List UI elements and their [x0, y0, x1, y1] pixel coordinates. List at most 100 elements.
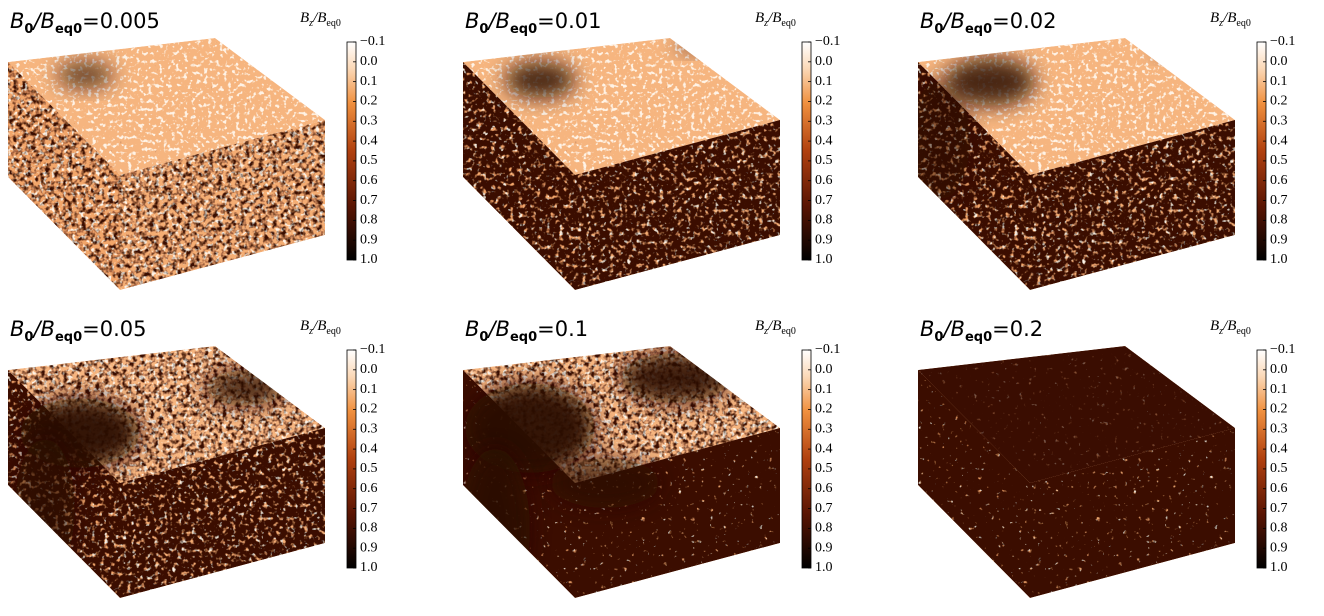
colorbar-label: Bz/Beq0 — [1210, 10, 1251, 29]
title-part: eq0 — [55, 22, 82, 37]
colorbar-tick-label: 0.0 — [360, 362, 378, 377]
title-part: =0.05 — [82, 317, 146, 341]
title-part: /B — [486, 317, 509, 341]
colorbar-tick-label: 1.0 — [1270, 560, 1288, 575]
colorbar-tick-label: 0.6 — [1270, 481, 1288, 496]
colorbar-tick-label: 0.3 — [360, 113, 378, 128]
colorbar-tick-label: 0.7 — [815, 501, 833, 516]
colorbar-label: Bz/Beq0 — [755, 10, 796, 29]
title-part: eq0 — [510, 330, 537, 345]
colorbar-tick-label: 0.4 — [815, 441, 833, 456]
colorbar-tick-label: 0.6 — [360, 481, 378, 496]
colorbar-tick-label: 0.6 — [815, 173, 833, 188]
title-part: eq0 — [510, 22, 537, 37]
panel: B0/Beq0=0.05 Bz/Beq0−0.10.00.10.20.30.40.… — [8, 317, 385, 598]
colorbar-label: Bz/Beq0 — [300, 318, 341, 337]
colorbar — [1256, 349, 1267, 569]
colorbar-tick-label: 1.0 — [360, 252, 378, 267]
right-face-texture — [120, 120, 325, 290]
label-part: B — [755, 318, 764, 334]
dark-region — [15, 438, 75, 578]
colorbar — [346, 41, 357, 261]
label-part: /B — [1222, 318, 1236, 334]
title-part: B — [465, 317, 479, 341]
colorbar-tick-label: 0.9 — [815, 540, 833, 555]
colorbar-tick-label: −0.1 — [815, 342, 840, 357]
dark-region — [1155, 42, 1195, 58]
colorbar-tick-label: 0.3 — [815, 421, 833, 436]
colorbar-label: Bz/Beq0 — [300, 10, 341, 29]
title-part: B — [920, 317, 934, 341]
colorbar — [801, 349, 812, 569]
colorbar-tick-label: 1.0 — [360, 560, 378, 575]
colorbar — [1256, 41, 1267, 261]
colorbar-tick-label: 0.8 — [1270, 213, 1288, 228]
label-part: z — [763, 18, 768, 29]
colorbar-tick-label: 0.0 — [360, 54, 378, 69]
colorbar-tick-label: 0.5 — [1270, 153, 1288, 168]
right-face-texture — [1030, 120, 1235, 290]
panel-title: B0/Beq0=0.1 — [465, 317, 588, 345]
colorbar-tick-label: 0.1 — [360, 382, 378, 397]
left-face-texture — [918, 370, 1030, 598]
left-face-texture — [463, 62, 575, 290]
colorbar-tick-label: 0.0 — [1270, 54, 1288, 69]
colorbar-tick-label: 0.3 — [360, 421, 378, 436]
label-part: z — [308, 326, 313, 337]
colorbar-tick-label: 0.7 — [360, 501, 378, 516]
colorbar-tick-label: 0.3 — [1270, 421, 1288, 436]
colorbar-tick-label: 0.2 — [1270, 94, 1288, 109]
colorbar-tick-label: 0.2 — [815, 402, 833, 417]
colorbar-tick-label: 0.8 — [1270, 521, 1288, 536]
colorbar-tick-label: 0.9 — [360, 540, 378, 555]
colorbar-tick-label: 0.6 — [815, 481, 833, 496]
dark-region — [57, 62, 113, 88]
colorbar-tick-label: 0.0 — [815, 54, 833, 69]
colorbar-tick-label: 0.7 — [815, 193, 833, 208]
title-part: eq0 — [965, 330, 992, 345]
colorbar-tick-label: 0.4 — [1270, 441, 1288, 456]
cube — [8, 346, 325, 598]
cube — [463, 346, 780, 598]
label-part: z — [308, 18, 313, 29]
colorbar-tick-label: 0.4 — [360, 133, 378, 148]
label-part: B — [300, 318, 309, 334]
panel-title: B0/Beq0=0.05 — [10, 317, 146, 345]
colorbar-tick-label: −0.1 — [360, 342, 385, 357]
title-part: /B — [31, 9, 54, 33]
colorbar-tick-label: 0.7 — [360, 193, 378, 208]
label-part: /B — [312, 10, 326, 26]
label-part: eq0 — [326, 326, 340, 337]
colorbar-tick-label: 0.1 — [815, 382, 833, 397]
right-face-texture — [1030, 428, 1235, 598]
cube — [463, 38, 780, 290]
panel: B0/Beq0=0.2 Bz/Beq0−0.10.00.10.20.30.40.5… — [918, 317, 1295, 598]
colorbar-tick-label: 0.6 — [360, 173, 378, 188]
dark-region — [205, 370, 285, 406]
title-part: 0 — [479, 330, 488, 345]
label-part: z — [1218, 326, 1223, 337]
title-part: /B — [941, 317, 964, 341]
title-part: =0.005 — [82, 9, 160, 33]
colorbar-tick-label: 0.8 — [360, 521, 378, 536]
colorbar-tick-label: 0.0 — [815, 362, 833, 377]
colorbar-label: Bz/Beq0 — [1210, 318, 1251, 337]
colorbar-tick-label: 0.4 — [1270, 133, 1288, 148]
colorbar-tick-label: 0.6 — [1270, 173, 1288, 188]
colorbar-tick-label: 0.9 — [360, 232, 378, 247]
panel: B0/Beq0=0.005 Bz/Beq0−0.10.00.10.20.30.40… — [8, 9, 385, 290]
title-part: =0.1 — [537, 317, 588, 341]
title-part: 0 — [479, 22, 488, 37]
colorbar-tick-label: 0.5 — [815, 461, 833, 476]
colorbar-tick-label: 0.2 — [360, 94, 378, 109]
title-part: eq0 — [965, 22, 992, 37]
colorbar-tick-label: 0.3 — [1270, 113, 1288, 128]
right-face-texture — [575, 120, 780, 290]
colorbar-tick-label: 0.8 — [360, 213, 378, 228]
label-part: /B — [312, 318, 326, 334]
colorbar-tick-label: −0.1 — [1270, 34, 1295, 49]
dark-region — [550, 458, 660, 508]
colorbar-tick-label: 0.1 — [1270, 382, 1288, 397]
colorbar-tick-label: 0.1 — [360, 74, 378, 89]
label-part: z — [763, 326, 768, 337]
